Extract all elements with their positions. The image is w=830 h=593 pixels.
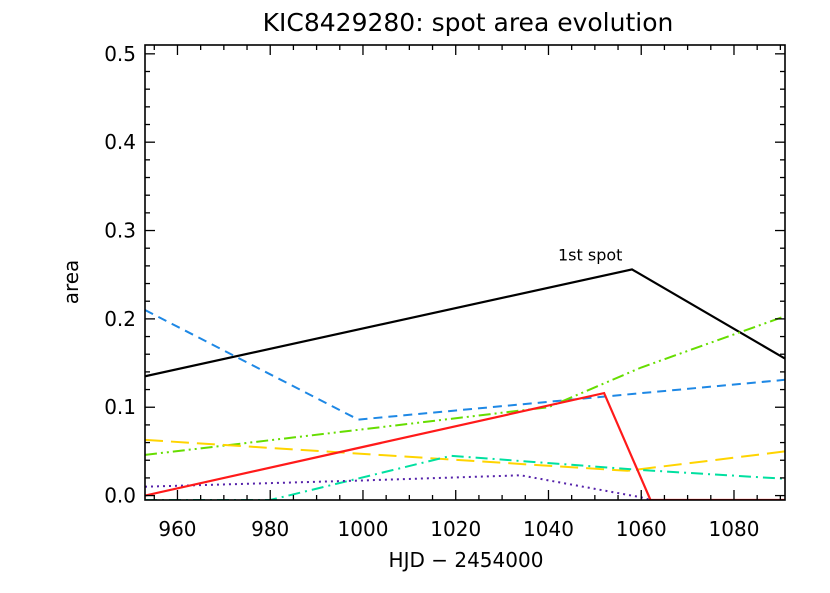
x-tick-label: 960 xyxy=(158,517,196,541)
axes-layer: 960 980 1000 1020 1040 1060 1080 0.0 0.1 0.2 0.3 0.… xyxy=(104,42,786,541)
series-line-7 xyxy=(145,391,785,500)
series-line-2 xyxy=(145,309,785,421)
y-tick-label: 0.1 xyxy=(104,395,136,419)
chart-title: KIC8429280: spot area evolution xyxy=(263,8,674,37)
y-axis-label: area xyxy=(59,260,83,305)
y-tick-label: 0.2 xyxy=(104,307,136,331)
plot-frame xyxy=(144,44,786,501)
annotation-layer: 1st spot xyxy=(558,246,622,265)
series-line-4 xyxy=(145,438,785,472)
x-tick-label: 1060 xyxy=(616,517,667,541)
series-line-5 xyxy=(145,454,785,500)
x-axis-label: HJD − 2454000 xyxy=(389,548,544,572)
series-line-1 xyxy=(145,268,785,378)
y-tick-label: 0.3 xyxy=(104,219,136,243)
x-tick-label: 1020 xyxy=(430,517,481,541)
x-tick-label: 1000 xyxy=(338,517,389,541)
y-tick-label: 0.4 xyxy=(104,130,136,154)
series-line-3 xyxy=(145,315,785,456)
y-tick-label: 0.5 xyxy=(104,42,136,66)
x-tick-label: 980 xyxy=(251,517,289,541)
x-tick-label: 1040 xyxy=(523,517,574,541)
annotation-label: 1st spot xyxy=(558,246,622,265)
series-layer xyxy=(145,268,785,500)
x-tick-label: 1080 xyxy=(709,517,760,541)
y-tick-label: 0.0 xyxy=(104,484,136,508)
